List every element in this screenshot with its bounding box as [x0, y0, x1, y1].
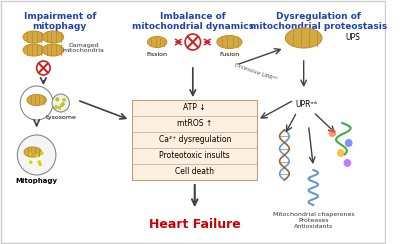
Circle shape [344, 159, 351, 167]
Text: Fusion: Fusion [219, 52, 240, 57]
Circle shape [28, 152, 32, 156]
Text: Fission: Fission [147, 52, 168, 57]
Text: Cell death: Cell death [175, 167, 214, 176]
Circle shape [40, 152, 44, 155]
Circle shape [63, 98, 66, 102]
Text: UPRᵐᵗ: UPRᵐᵗ [295, 100, 318, 109]
Text: Imbalance of
mitochondrial dynamics: Imbalance of mitochondrial dynamics [132, 12, 254, 31]
Circle shape [35, 154, 38, 157]
Ellipse shape [23, 31, 44, 43]
Text: Excessive UPRᵐᵗ: Excessive UPRᵐᵗ [234, 62, 278, 82]
Ellipse shape [27, 94, 46, 105]
Circle shape [56, 98, 59, 101]
Text: Impairment of
mitophagy: Impairment of mitophagy [24, 12, 96, 31]
Circle shape [328, 129, 336, 137]
Text: Lysosome: Lysosome [45, 115, 76, 120]
Text: ATP ↓: ATP ↓ [184, 103, 206, 112]
Circle shape [38, 160, 41, 164]
Text: Ca²⁺ dysregulation: Ca²⁺ dysregulation [158, 135, 231, 144]
Text: Proteotoxic insults: Proteotoxic insults [159, 152, 230, 161]
Text: Damaged
mitochondria: Damaged mitochondria [63, 43, 104, 53]
Ellipse shape [24, 147, 42, 157]
Text: UPS: UPS [345, 33, 360, 42]
Circle shape [55, 105, 58, 108]
Ellipse shape [42, 44, 64, 56]
Text: mtROS ↑: mtROS ↑ [177, 120, 212, 129]
Circle shape [38, 163, 42, 166]
Ellipse shape [23, 44, 44, 56]
Ellipse shape [42, 31, 64, 43]
Circle shape [345, 139, 352, 147]
Text: Mitochondrial chaperones
Proteases
Antioxidants: Mitochondrial chaperones Proteases Antio… [272, 212, 354, 229]
Circle shape [17, 135, 56, 175]
Ellipse shape [217, 35, 242, 49]
Circle shape [62, 102, 64, 106]
Circle shape [52, 94, 70, 112]
Ellipse shape [148, 37, 167, 48]
Text: Mitophagy: Mitophagy [16, 178, 58, 184]
Text: Dysregulation of
mitochondrial proteostasis: Dysregulation of mitochondrial proteosta… [250, 12, 387, 31]
FancyBboxPatch shape [132, 100, 258, 180]
Ellipse shape [285, 28, 322, 48]
Text: Heart Failure: Heart Failure [149, 218, 241, 231]
Circle shape [60, 104, 63, 107]
Circle shape [56, 98, 59, 101]
Circle shape [337, 149, 345, 157]
Circle shape [29, 160, 32, 164]
Circle shape [58, 106, 61, 109]
